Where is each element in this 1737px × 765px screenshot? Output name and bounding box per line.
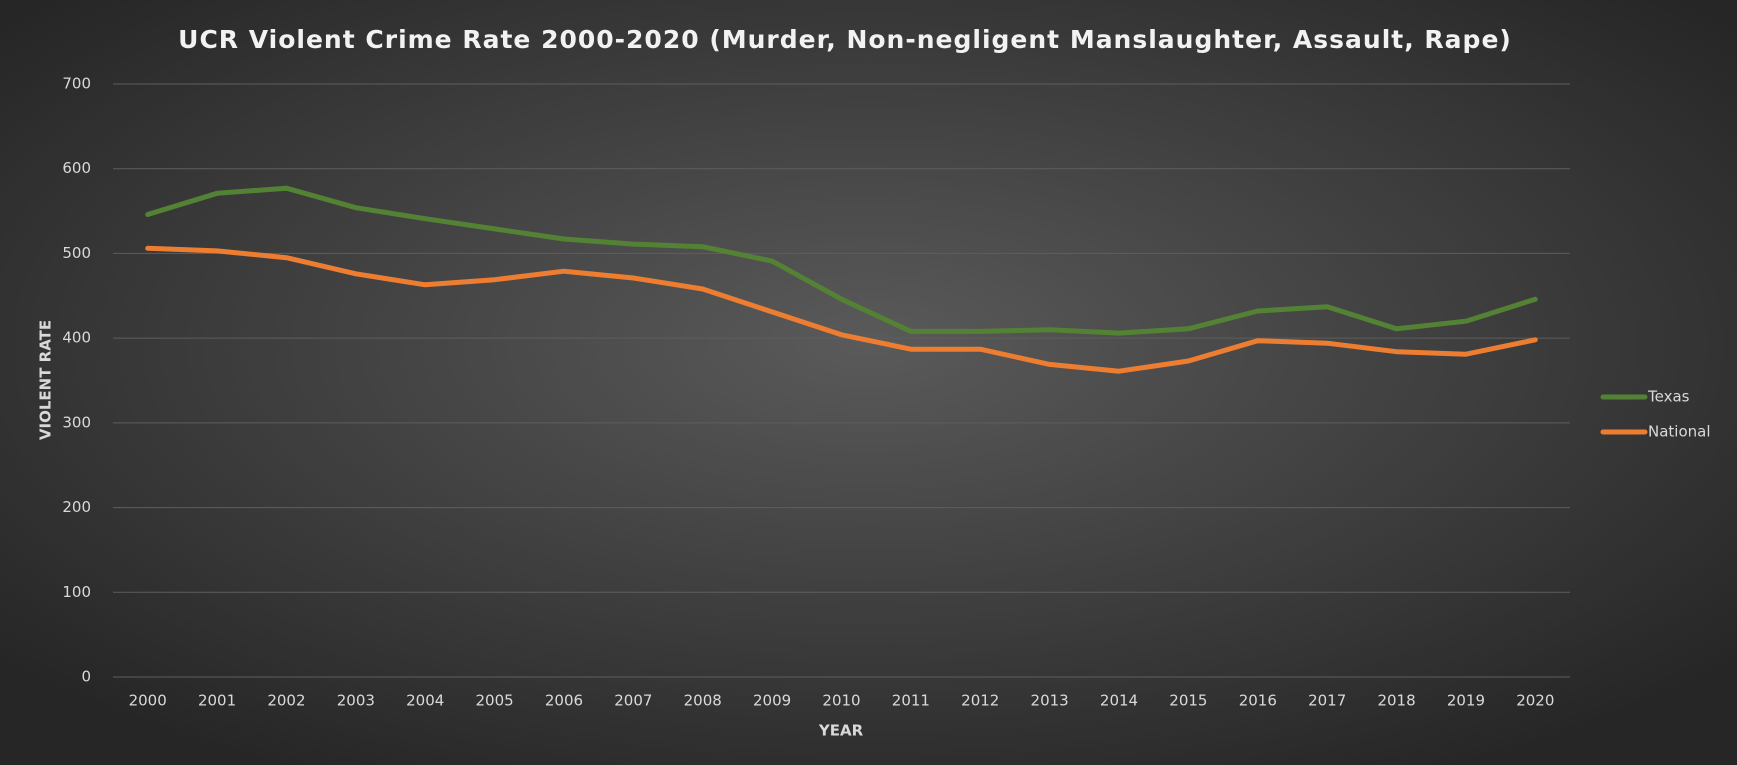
legend-label: National bbox=[1648, 423, 1711, 441]
x-tick-label: 2008 bbox=[684, 692, 722, 710]
x-tick-label: 2011 bbox=[892, 692, 930, 710]
x-tick-label: 2016 bbox=[1239, 692, 1277, 710]
series-line bbox=[145, 185, 1538, 336]
x-tick-label: 2001 bbox=[198, 692, 236, 710]
x-tick-label: 2020 bbox=[1516, 692, 1554, 710]
y-axis-title: VIOLENT RATE bbox=[37, 320, 55, 440]
x-tick-label: 2018 bbox=[1377, 692, 1415, 710]
y-tick-label: 300 bbox=[62, 413, 91, 431]
y-tick-label: 100 bbox=[62, 583, 91, 601]
y-tick-label: 500 bbox=[62, 244, 91, 262]
x-tick-label: 2009 bbox=[753, 692, 791, 710]
x-tick-label: 2004 bbox=[406, 692, 444, 710]
chart-title: UCR Violent Crime Rate 2000-2020 (Murder… bbox=[178, 25, 1512, 54]
y-tick-label: 600 bbox=[62, 159, 91, 177]
x-tick-label: 2012 bbox=[961, 692, 999, 710]
y-tick-label: 700 bbox=[62, 75, 91, 93]
y-tick-label: 0 bbox=[81, 668, 91, 686]
x-tick-label: 2002 bbox=[267, 692, 305, 710]
x-tick-label: 2019 bbox=[1447, 692, 1485, 710]
series-line bbox=[145, 245, 1538, 374]
x-axis-title: YEAR bbox=[818, 722, 864, 740]
x-tick-label: 2005 bbox=[476, 692, 514, 710]
x-tick-label: 2000 bbox=[129, 692, 167, 710]
y-tick-label: 400 bbox=[62, 329, 91, 347]
x-tick-label: 2010 bbox=[822, 692, 860, 710]
x-tick-label: 2015 bbox=[1169, 692, 1207, 710]
y-tick-label: 200 bbox=[62, 498, 91, 516]
x-tick-label: 2017 bbox=[1308, 692, 1346, 710]
x-tick-label: 2013 bbox=[1031, 692, 1069, 710]
x-tick-label: 2003 bbox=[337, 692, 375, 710]
x-tick-label: 2007 bbox=[614, 692, 652, 710]
x-tick-label: 2014 bbox=[1100, 692, 1138, 710]
x-tick-label: 2006 bbox=[545, 692, 583, 710]
legend-label: Texas bbox=[1647, 388, 1690, 406]
